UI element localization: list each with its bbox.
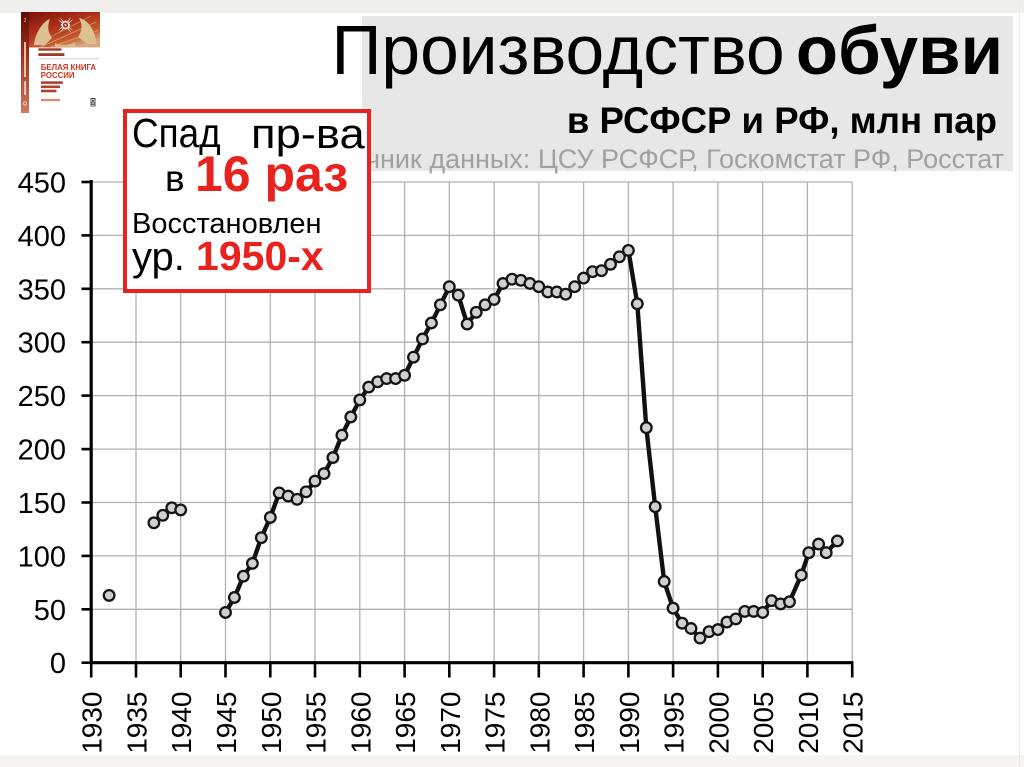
svg-text:400: 400 xyxy=(18,221,66,253)
svg-text:2: 2 xyxy=(24,18,27,24)
svg-text:1975: 1975 xyxy=(480,692,511,754)
svg-text:50: 50 xyxy=(34,595,66,627)
svg-text:1980: 1980 xyxy=(524,692,555,754)
svg-text:1965: 1965 xyxy=(390,692,421,754)
svg-text:2005: 2005 xyxy=(748,692,779,754)
svg-text:350: 350 xyxy=(18,274,66,306)
svg-text:250: 250 xyxy=(18,381,66,413)
svg-text:2015: 2015 xyxy=(838,692,869,754)
svg-text:1990: 1990 xyxy=(614,692,645,754)
svg-text:0: 0 xyxy=(50,648,66,680)
svg-text:1940: 1940 xyxy=(166,692,197,754)
svg-text:1970: 1970 xyxy=(435,692,466,754)
svg-text:РОССИИ: РОССИИ xyxy=(41,71,75,80)
svg-text:1955: 1955 xyxy=(301,692,332,754)
svg-text:БЕЛАЯ КНИГА: БЕЛАЯ КНИГА xyxy=(41,63,97,72)
svg-text:1945: 1945 xyxy=(211,692,242,754)
svg-text:1960: 1960 xyxy=(345,692,376,754)
svg-text:150: 150 xyxy=(18,488,66,520)
svg-text:1995: 1995 xyxy=(659,692,690,754)
svg-text:300: 300 xyxy=(18,328,66,360)
svg-text:1985: 1985 xyxy=(569,692,600,754)
svg-text:100: 100 xyxy=(18,541,66,573)
svg-text:2010: 2010 xyxy=(793,692,824,754)
svg-text:200: 200 xyxy=(18,435,66,467)
svg-text:450: 450 xyxy=(18,168,66,200)
svg-text:2000: 2000 xyxy=(703,692,734,754)
svg-text:1950: 1950 xyxy=(256,692,287,754)
svg-text:1930: 1930 xyxy=(77,692,108,754)
svg-text:1935: 1935 xyxy=(122,692,153,754)
